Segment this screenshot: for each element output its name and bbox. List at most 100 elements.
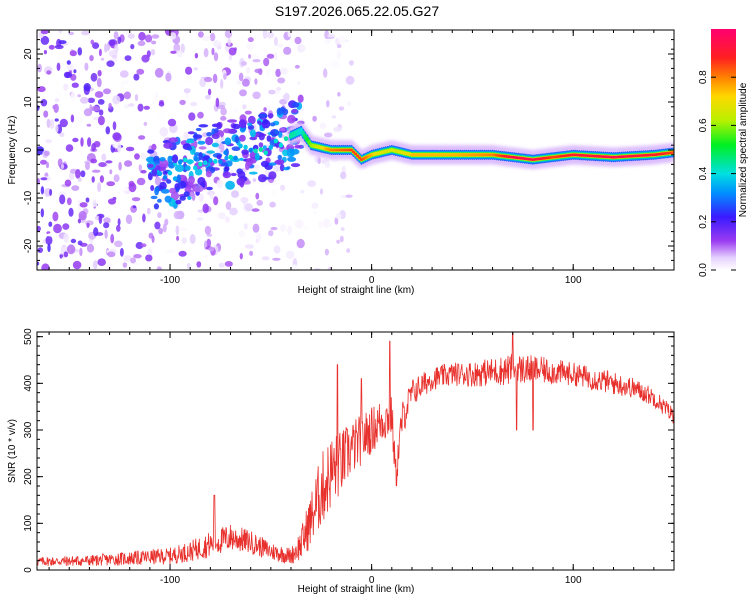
ridge-blob xyxy=(279,127,286,132)
noise-blob xyxy=(213,39,220,48)
noise-blob xyxy=(43,150,50,157)
noise-blob xyxy=(273,245,281,254)
noise-blob xyxy=(112,132,122,141)
ridge-blob xyxy=(188,175,195,185)
noise-blob xyxy=(208,246,215,252)
noise-blob xyxy=(58,30,62,34)
noise-blob xyxy=(183,131,190,141)
noise-blob xyxy=(71,185,80,191)
noise-blob xyxy=(77,177,82,182)
ridge-speck xyxy=(218,159,223,165)
noise-blob xyxy=(324,222,333,227)
ridge-blob xyxy=(205,136,214,146)
noise-blob xyxy=(164,218,169,226)
ridge-speck xyxy=(193,165,198,171)
noise-blob xyxy=(145,254,153,262)
ridge-blob xyxy=(158,159,169,168)
ridge-speck xyxy=(228,154,233,160)
noise-blob xyxy=(196,261,202,268)
ridge-blob xyxy=(187,196,192,200)
noise-blob xyxy=(165,249,175,254)
noise-blob xyxy=(202,35,211,41)
noise-blob xyxy=(112,121,117,131)
ridge-blob xyxy=(274,160,282,165)
noise-blob xyxy=(63,83,69,91)
noise-blob xyxy=(122,187,128,192)
noise-blob xyxy=(209,192,214,200)
noise-blob xyxy=(246,42,254,51)
ridge-blob xyxy=(162,170,168,175)
noise-blob xyxy=(93,227,99,237)
noise-blob xyxy=(277,77,286,84)
ridge-blob xyxy=(203,155,211,161)
noise-blob xyxy=(263,107,267,112)
noise-blob xyxy=(190,101,198,107)
ridge-blob xyxy=(222,171,231,179)
noise-blob xyxy=(238,230,246,238)
noise-blob xyxy=(136,68,145,75)
snr-frame xyxy=(36,331,675,571)
noise-blob xyxy=(58,40,67,45)
ridge-blob xyxy=(183,191,190,197)
y-tick-label: 500 xyxy=(23,328,34,345)
ridge-blob xyxy=(247,124,255,130)
ridge-blob xyxy=(163,142,173,149)
noise-blob xyxy=(198,193,204,202)
colorbar-gradient xyxy=(711,29,736,270)
noise-blob xyxy=(123,91,131,100)
noise-blob xyxy=(220,78,224,89)
ridge-blob xyxy=(194,168,203,176)
noise-blob xyxy=(103,88,111,95)
snr-y-label: SNR (10 * v/v) xyxy=(7,419,18,483)
colorbar-tick-label: 0.2 xyxy=(698,214,709,228)
noise-blob xyxy=(283,46,292,55)
noise-blob xyxy=(280,67,288,75)
noise-blob xyxy=(75,169,81,179)
noise-blob xyxy=(263,57,270,67)
noise-blob xyxy=(49,119,55,129)
ridge-blob xyxy=(174,164,185,172)
noise-blob xyxy=(198,146,207,150)
noise-blob xyxy=(109,169,113,175)
noise-blob xyxy=(268,89,276,95)
noise-blob xyxy=(79,202,88,208)
noise-blob xyxy=(326,100,330,108)
noise-blob xyxy=(46,70,52,75)
y-tick-label: 0 xyxy=(23,567,34,573)
noise-blob xyxy=(40,99,48,107)
ridge-blob xyxy=(258,174,267,183)
noise-blob xyxy=(215,97,220,108)
noise-blob xyxy=(72,137,79,143)
noise-blob xyxy=(336,50,342,60)
noise-blob xyxy=(72,260,82,270)
noise-blob xyxy=(87,97,96,104)
noise-blob xyxy=(297,81,301,85)
noise-blob xyxy=(37,225,41,232)
noise-blob xyxy=(207,88,212,96)
ridge-blob xyxy=(239,119,247,129)
noise-blob xyxy=(347,101,351,107)
noise-blob xyxy=(54,89,62,98)
ridge-blob xyxy=(239,134,246,142)
ridge-blob xyxy=(262,118,269,125)
ridge-blob xyxy=(216,154,222,160)
noise-blob xyxy=(96,77,102,88)
ridge-blob xyxy=(179,195,186,201)
noise-blob xyxy=(158,227,164,235)
noise-blob xyxy=(59,132,65,137)
noise-blob xyxy=(324,132,333,138)
noise-blob xyxy=(173,43,181,53)
ridge-blob xyxy=(258,142,264,148)
noise-blob xyxy=(285,250,295,260)
ridge-blob xyxy=(239,157,244,161)
noise-blob xyxy=(134,262,140,266)
ridge-blob xyxy=(197,140,206,145)
noise-blob xyxy=(312,115,317,122)
ridge-blob xyxy=(209,167,215,171)
ridge-speck xyxy=(208,158,213,163)
noise-blob xyxy=(318,221,323,229)
noise-blob xyxy=(90,39,95,45)
noise-blob xyxy=(70,238,77,244)
noise-blob xyxy=(179,99,186,106)
noise-blob xyxy=(178,227,187,231)
